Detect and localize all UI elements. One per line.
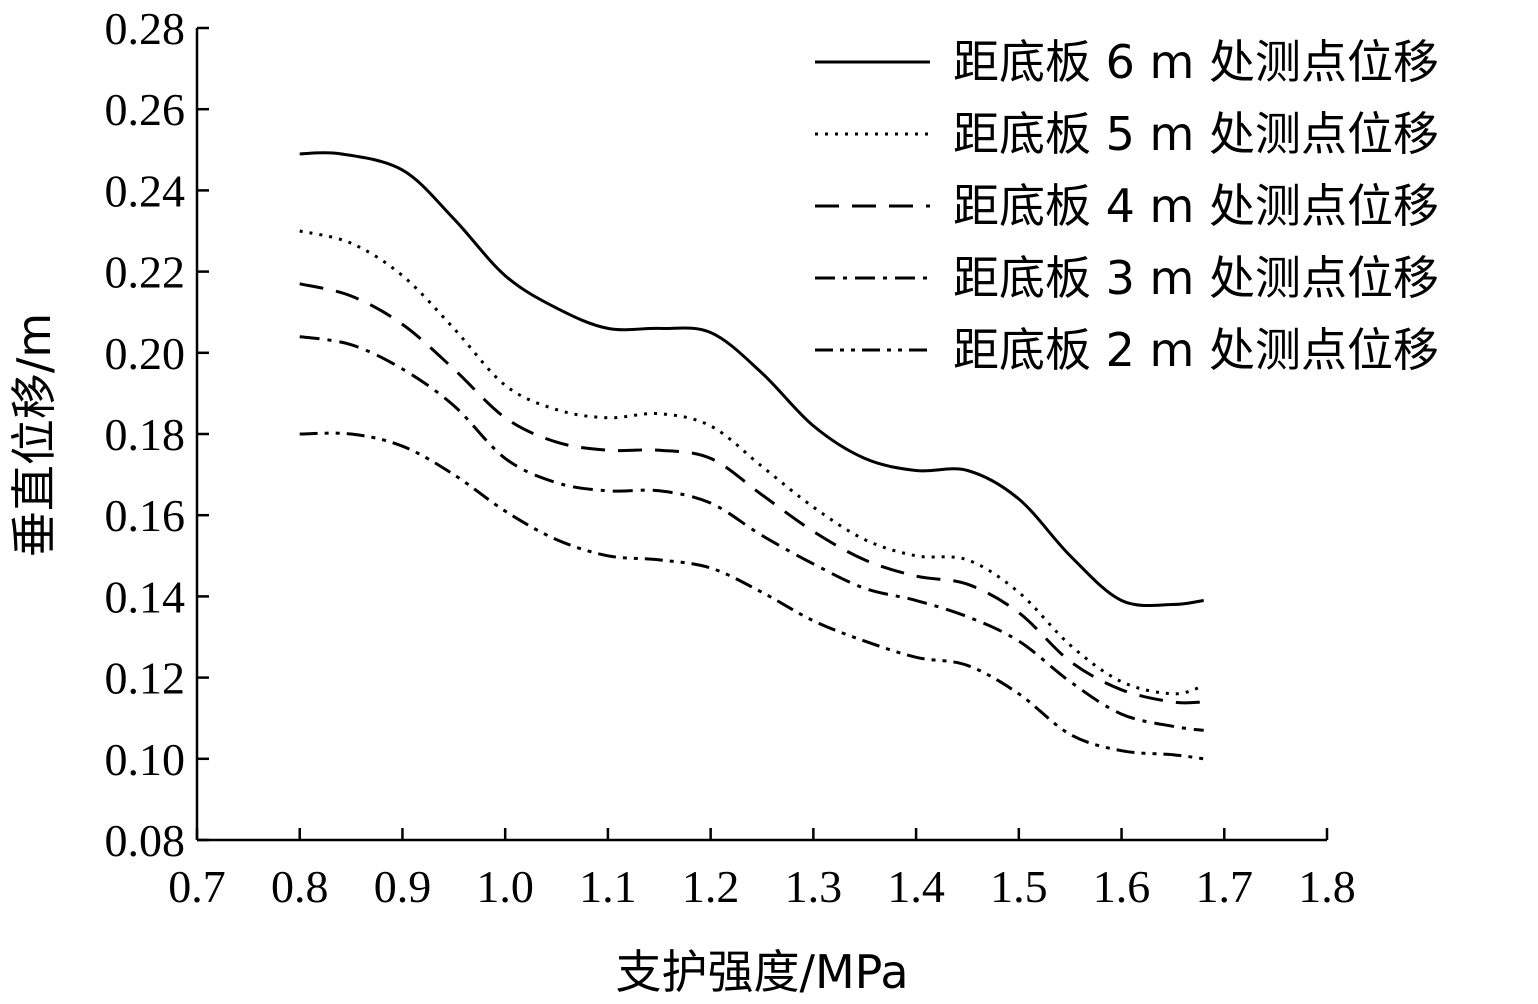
legend-label-1: 距底板 6 m 处测点位移 xyxy=(953,35,1439,89)
series-line-5 xyxy=(299,431,1204,761)
legend-label-5: 距底板 2 m 处测点位移 xyxy=(953,323,1439,377)
y-tick-label: 0.10 xyxy=(105,734,186,785)
x-tick-label: 1.3 xyxy=(785,861,843,912)
y-tick-label: 0.28 xyxy=(105,3,186,54)
x-tick-label: 1.7 xyxy=(1196,861,1254,912)
x-tick-label: 0.8 xyxy=(271,861,329,912)
series-line-3 xyxy=(299,282,1204,705)
x-tick-label: 1.2 xyxy=(682,861,740,912)
y-tick-label: 0.22 xyxy=(105,247,186,298)
x-tick-label: 1.4 xyxy=(887,861,945,912)
y-tick-label: 0.12 xyxy=(105,653,186,704)
x-tick-label: 1.0 xyxy=(476,861,534,912)
x-axis-ticks: 0.7 0.8 0.9 1.0 1.1 1.2 1.3 1.4 1.5 1.6 1.7 1.8 xyxy=(168,828,1356,912)
series-line-1 xyxy=(299,151,1204,608)
series-lines xyxy=(299,151,1205,761)
x-tick-label: 0.9 xyxy=(374,861,432,912)
y-tick-label: 0.18 xyxy=(105,409,186,460)
series-line-4 xyxy=(299,335,1204,732)
x-tick-label: 1.8 xyxy=(1298,861,1356,912)
series-line-2 xyxy=(299,229,1205,696)
legend-label-2: 距底板 5 m 处测点位移 xyxy=(953,107,1439,161)
legend-label-3: 距底板 4 m 处测点位移 xyxy=(953,179,1439,233)
y-tick-label: 0.08 xyxy=(105,815,186,866)
x-tick-label: 1.6 xyxy=(1093,861,1151,912)
x-tick-label: 1.1 xyxy=(579,861,637,912)
legend-label-4: 距底板 3 m 处测点位移 xyxy=(953,251,1439,305)
x-tick-label: 0.7 xyxy=(168,861,226,912)
y-tick-label: 0.14 xyxy=(105,571,186,622)
x-tick-label: 1.5 xyxy=(990,861,1048,912)
y-axis-title: 垂直位移/m xyxy=(7,313,61,557)
y-tick-label: 0.16 xyxy=(105,490,186,541)
y-tick-label: 0.24 xyxy=(105,165,186,216)
y-axis-ticks: 0.08 0.10 0.12 0.14 0.16 0.18 0.20 0.22 0.24 0.26… xyxy=(105,3,209,866)
x-axis-title: 支护强度/MPa xyxy=(615,945,908,999)
y-tick-label: 0.26 xyxy=(105,84,186,135)
y-tick-label: 0.20 xyxy=(105,328,186,379)
